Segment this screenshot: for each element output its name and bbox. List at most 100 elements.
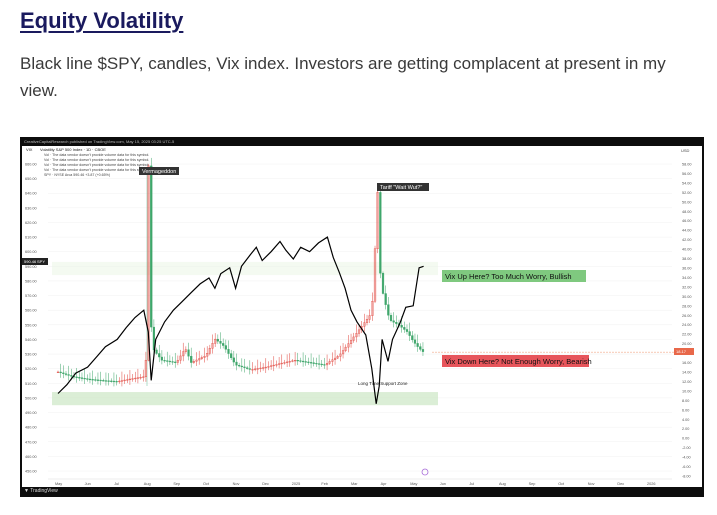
bullish-label-bg (442, 270, 586, 282)
vix-candle (248, 368, 251, 370)
vix-candle (75, 376, 78, 378)
vix-candle (208, 348, 211, 354)
left-axis-tick-label: 560.00 (25, 309, 37, 313)
vix-candle (325, 363, 329, 366)
vix-candle (232, 357, 235, 363)
x-axis-tick-label: Apr (381, 482, 388, 486)
right-axis-tick-label: 8.00 (682, 399, 689, 403)
vix-candle (120, 380, 124, 382)
x-axis-tick-label: Jun (85, 482, 91, 486)
right-axis-tick-label: 30.00 (682, 295, 692, 299)
vix-candle (387, 304, 390, 316)
right-axis-tick-label: -4.00 (682, 456, 691, 460)
right-axis-tick-label: 26.00 (682, 314, 692, 318)
vix-candle (240, 365, 243, 368)
vix-candle (243, 366, 246, 368)
right-axis-tick-label: 58.00 (682, 163, 692, 167)
vix-candle (275, 364, 278, 366)
vix-candle (123, 379, 126, 382)
right-axis-tick-label: 12.00 (682, 380, 692, 384)
clock-icon[interactable] (421, 468, 429, 476)
vix-candle (301, 360, 305, 363)
left-axis-tick-label: 640.00 (25, 192, 37, 196)
vix-candle (403, 327, 406, 330)
vix-candle (179, 355, 182, 361)
right-axis-tick-label: 22.00 (682, 333, 692, 337)
vix-candle (62, 372, 65, 374)
tariff-label: Tariff "Wait Wut?" (380, 185, 422, 191)
left-axis-tick-label: 470.00 (25, 440, 37, 444)
vix-candle (56, 371, 60, 374)
vix-candle (336, 356, 339, 359)
x-axis-tick-label: Feb (321, 482, 328, 486)
left-axis-tick-label: 610.00 (25, 236, 37, 240)
vix-candle (152, 326, 156, 351)
x-axis-tick-label: Aug (144, 482, 151, 486)
vix-candle (270, 365, 273, 367)
left-axis-tick-label: 660.00 (25, 163, 37, 167)
right-axis-tick-label: 14.00 (682, 371, 692, 375)
legend-warning: Vol · The data vendor doesn't provide vo… (44, 153, 149, 157)
vix-candle (70, 375, 73, 377)
vermageddon-label: Vermageddon (142, 169, 176, 175)
vix-candle (136, 377, 140, 379)
vix-candle (419, 346, 422, 350)
vix-candle (395, 322, 398, 324)
vix-candle (371, 301, 374, 316)
right-axis-tick-label: 16.00 (682, 361, 692, 365)
vix-candle (408, 331, 411, 336)
vix-candle (333, 357, 337, 361)
vermageddon-label-bg (139, 167, 179, 175)
vix-candle (166, 360, 169, 362)
left-axis-tick-label: 480.00 (25, 426, 37, 430)
x-axis-tick-label: 2025 (292, 482, 300, 486)
vix-candle (307, 361, 310, 363)
vix-candle (238, 364, 241, 367)
vix-candle (163, 360, 166, 362)
vix-candle (203, 355, 206, 358)
vix-candle (134, 377, 137, 380)
vix-candle (211, 343, 214, 349)
vix-candle (102, 380, 105, 382)
vix-candle (296, 360, 299, 362)
vix-candle (293, 360, 297, 362)
vix-candle (115, 381, 118, 383)
left-axis-tick-label: 520.00 (25, 367, 37, 371)
chart-image: CreativeCapitalResearch published on Tra… (20, 137, 704, 497)
vix-candle (349, 340, 353, 344)
right-axis-tick-label: 10.00 (682, 389, 692, 393)
legend-warning: Vol · The data vendor doesn't provide vo… (44, 163, 149, 167)
vix-candle (376, 192, 379, 249)
vix-candle (192, 361, 195, 363)
left-axis-tick-label: 550.00 (25, 323, 37, 327)
left-axis-tick-label: 450.00 (25, 470, 37, 474)
vix-candle (214, 338, 217, 344)
vix-candle (416, 343, 419, 347)
vix-candle (384, 293, 387, 305)
vix-candle (227, 349, 230, 354)
vix-candle (262, 367, 265, 369)
x-axis-tick-label: Jul (469, 482, 474, 486)
vix-candle (344, 346, 347, 351)
vix-candle (126, 379, 129, 381)
right-axis-tick-label: -6.00 (682, 465, 691, 469)
legend-warning: Vol · The data vendor doesn't provide vo… (44, 168, 149, 172)
left-axis-tick-label: 510.00 (25, 382, 37, 386)
right-axis-tick-label: 48.00 (682, 210, 692, 214)
right-axis-tick-label: -2.00 (682, 446, 691, 450)
vix-candle (315, 363, 318, 365)
vix-candle (144, 359, 148, 378)
right-axis-tick-label: 38.00 (682, 257, 692, 261)
vix-candle (341, 350, 345, 355)
vix-candle (379, 192, 382, 274)
left-axis-tick-label: 590.00 (25, 265, 37, 269)
x-axis-tick-label: Jun (440, 482, 446, 486)
spy-line (57, 236, 424, 404)
x-axis-tick-label: Nov (233, 482, 240, 486)
x-axis-tick-label: 2026 (647, 482, 655, 486)
article-title[interactable]: Equity Volatility (20, 8, 184, 33)
x-axis-tick-label: Sep (529, 482, 536, 486)
tariff-label-bg (377, 183, 429, 191)
vix-candle (357, 329, 361, 334)
vix-candle (67, 374, 70, 376)
